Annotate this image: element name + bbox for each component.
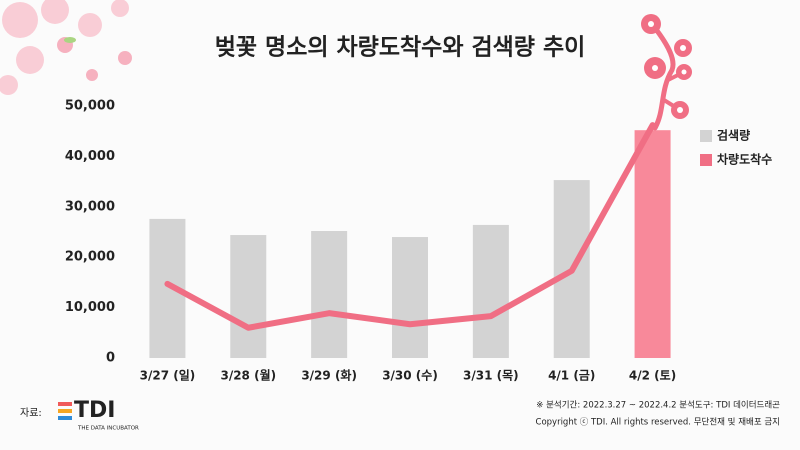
source-label: 자료: bbox=[20, 407, 42, 419]
bar bbox=[634, 130, 671, 358]
x-tick-label: 4/1 (금) bbox=[548, 369, 595, 383]
note: ※ 분석기간: 2022.3.27 ~ 2022.4.2 분석도구: TDI 데… bbox=[536, 400, 780, 411]
legend-label: 검색량 bbox=[717, 128, 750, 143]
bar bbox=[311, 230, 348, 358]
legend-swatch bbox=[700, 154, 712, 166]
legend-label: 차량도착수 bbox=[717, 152, 772, 167]
line bbox=[164, 122, 656, 331]
chart-title: 벚꽃 명소의 차량도착수와 검색량 추이 bbox=[215, 35, 586, 61]
logo: TDI bbox=[74, 398, 115, 423]
x-tick-label: 3/28 (월) bbox=[220, 368, 276, 383]
y-tick-label: 50,000 bbox=[65, 99, 115, 114]
blossom-decoration bbox=[0, 0, 132, 95]
x-tick-label: 3/29 (화) bbox=[301, 368, 357, 383]
logo-sub: THE DATA INCUBATOR bbox=[77, 426, 139, 432]
x-tick-label: 3/27 (일) bbox=[140, 369, 196, 383]
legend-swatch bbox=[700, 130, 712, 142]
x-tick-label: 3/30 (수) bbox=[382, 369, 438, 383]
logo-mark bbox=[58, 402, 72, 420]
y-tick-label: 10,000 bbox=[65, 300, 115, 315]
y-tick-label: 30,000 bbox=[65, 199, 115, 214]
y-tick-label: 40,000 bbox=[65, 149, 115, 164]
x-tick-label: 3/31 (목) bbox=[463, 369, 519, 383]
copyright: Copyright ⓒ TDI. All rights reserved. 무단… bbox=[536, 417, 780, 428]
bar bbox=[472, 224, 509, 358]
bar bbox=[230, 235, 267, 358]
branch-decoration bbox=[641, 14, 692, 131]
bar bbox=[392, 237, 428, 358]
y-tick-label: 20,000 bbox=[65, 250, 115, 265]
x-tick-label: 4/2 (토) bbox=[629, 369, 676, 383]
y-tick-label: 0 bbox=[106, 351, 115, 366]
